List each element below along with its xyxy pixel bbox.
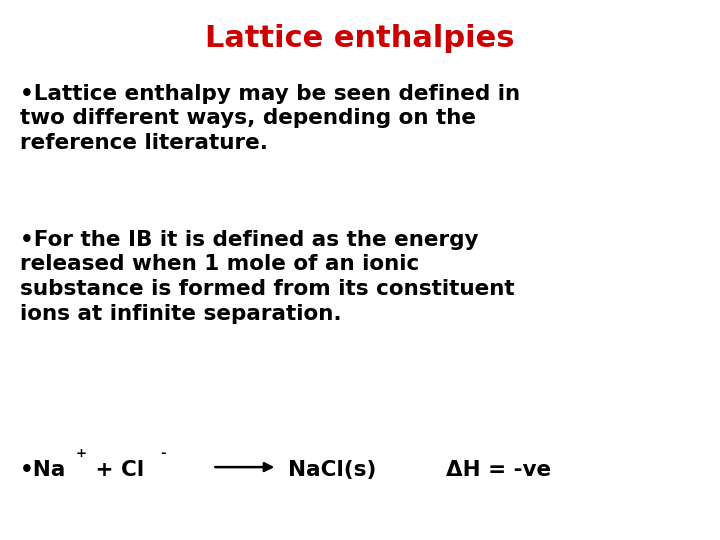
Text: •Lattice enthalpy may be seen defined in
two different ways, depending on the
re: •Lattice enthalpy may be seen defined in… <box>20 84 521 153</box>
Text: Lattice enthalpies: Lattice enthalpies <box>205 24 515 53</box>
Text: •Na: •Na <box>20 460 66 480</box>
Text: NaCl(s): NaCl(s) <box>288 460 377 480</box>
Text: ΔH = -ve: ΔH = -ve <box>446 460 552 480</box>
Text: +: + <box>76 447 86 460</box>
Text: + Cl: + Cl <box>88 460 144 480</box>
Text: •For the IB it is defined as the energy
released when 1 mole of an ionic
substan: •For the IB it is defined as the energy … <box>20 230 515 324</box>
Text: -: - <box>160 447 166 460</box>
